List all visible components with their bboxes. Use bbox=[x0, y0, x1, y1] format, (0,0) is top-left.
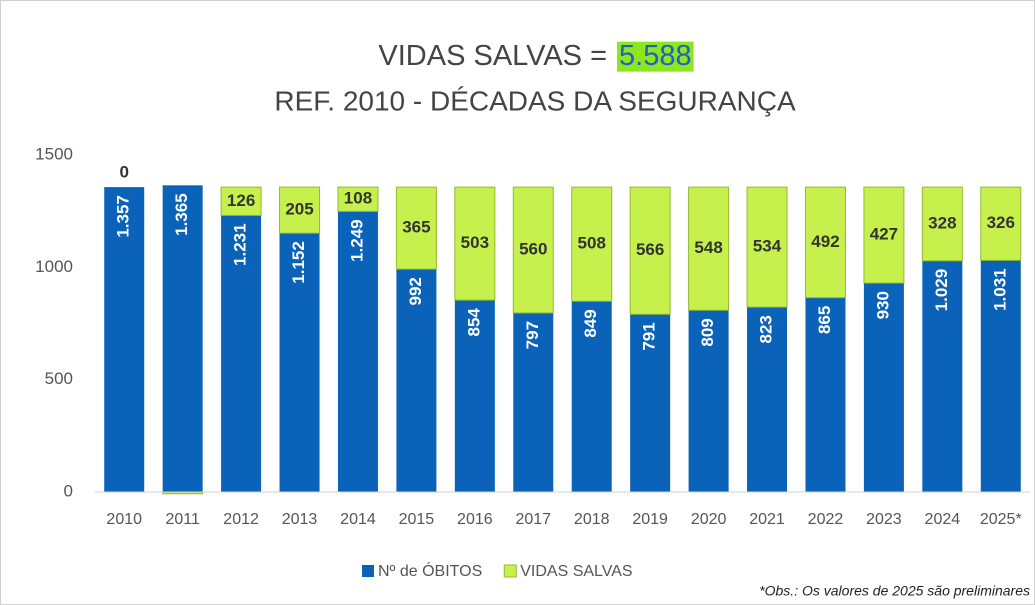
value-label-vidas: 566 bbox=[636, 240, 664, 259]
bar-vidas-salvas bbox=[279, 186, 321, 234]
bar-obitos bbox=[630, 314, 671, 492]
bar-obitos bbox=[513, 312, 554, 492]
bar-obitos bbox=[688, 310, 729, 492]
bar-vidas-salvas bbox=[921, 186, 963, 262]
value-label-vidas: 205 bbox=[285, 200, 313, 219]
value-label-obitos: 849 bbox=[581, 309, 600, 337]
x-tick-label: 2015 bbox=[399, 511, 435, 528]
value-label-obitos: 1.152 bbox=[289, 241, 308, 284]
value-label-vidas: 492 bbox=[811, 232, 839, 251]
value-label-obitos: 930 bbox=[873, 291, 892, 319]
bar-vidas-salvas bbox=[629, 186, 671, 315]
bar-obitos bbox=[747, 307, 788, 492]
y-tick-label: 500 bbox=[45, 369, 73, 388]
bar-vidas-salvas bbox=[220, 186, 262, 216]
x-tick-label: 2020 bbox=[691, 511, 727, 528]
x-tick-label: 2012 bbox=[223, 511, 259, 528]
x-tick-label: 2018 bbox=[574, 511, 610, 528]
bar-vidas-salvas bbox=[980, 186, 1022, 261]
bar-obitos bbox=[162, 185, 203, 492]
value-label-obitos: 1.031 bbox=[990, 268, 1009, 311]
chart-title: VIDAS SALVAS = 5.588 bbox=[378, 40, 691, 72]
bar-obitos bbox=[104, 187, 145, 493]
bar-vidas-salvas bbox=[863, 186, 905, 284]
legend-swatch bbox=[362, 565, 374, 577]
bar-obitos bbox=[221, 215, 262, 492]
x-tick-label: 2010 bbox=[106, 511, 142, 528]
bar-obitos bbox=[396, 269, 437, 492]
bar-obitos bbox=[279, 233, 320, 492]
bar-vidas-salvas bbox=[804, 186, 846, 299]
value-label-obitos: 797 bbox=[523, 321, 542, 349]
bar-vidas-salvas bbox=[746, 186, 788, 308]
value-label-vidas: 548 bbox=[694, 238, 722, 257]
value-label-vidas: 503 bbox=[461, 233, 489, 252]
x-tick-label: 2025* bbox=[980, 511, 1022, 528]
bar-vidas-salvas bbox=[512, 186, 554, 314]
footnote: *Obs.: Os valores de 2025 são preliminar… bbox=[759, 583, 1030, 599]
chart-subtitle: REF. 2010 - DÉCADAS DA SEGURANÇA bbox=[274, 85, 796, 116]
value-label-vidas: 108 bbox=[344, 189, 372, 208]
value-label-obitos: 865 bbox=[815, 306, 834, 334]
x-tick-label: 2019 bbox=[632, 511, 668, 528]
bar-obitos bbox=[454, 300, 495, 492]
y-tick-label: 1000 bbox=[35, 257, 73, 276]
value-label-obitos: 1.231 bbox=[231, 223, 250, 266]
value-label-vidas: 365 bbox=[402, 218, 430, 237]
value-label-obitos: 1.249 bbox=[347, 219, 366, 262]
x-tick-label: 2011 bbox=[165, 511, 200, 528]
y-tick-label: 1500 bbox=[35, 144, 73, 163]
value-label-vidas: 427 bbox=[870, 225, 898, 244]
value-label-obitos: 823 bbox=[757, 315, 776, 343]
bar-obitos bbox=[922, 260, 963, 492]
value-label-vidas: 560 bbox=[519, 240, 547, 259]
value-label-obitos: 992 bbox=[406, 277, 425, 305]
bar-obitos bbox=[571, 301, 612, 492]
x-tick-label: 2017 bbox=[515, 511, 551, 528]
legend-swatch bbox=[503, 564, 517, 578]
title-highlight-bg bbox=[617, 41, 694, 72]
bar-vidas-salvas bbox=[337, 186, 379, 212]
bar-vidas-salvas bbox=[454, 186, 496, 301]
x-tick-label: 2024 bbox=[925, 511, 961, 528]
x-tick-label: 2023 bbox=[866, 511, 902, 528]
bar-obitos bbox=[805, 297, 846, 492]
value-label-vidas: 534 bbox=[753, 237, 782, 256]
bar-vidas-salvas bbox=[395, 186, 437, 270]
bar-obitos bbox=[980, 260, 1021, 492]
legend-label: Nº de ÓBITOS bbox=[378, 561, 482, 580]
value-label-vidas: 0 bbox=[119, 163, 128, 182]
value-label-vidas: 508 bbox=[578, 234, 606, 253]
x-tick-label: 2013 bbox=[282, 511, 318, 528]
x-tick-label: 2021 bbox=[749, 511, 785, 528]
value-label-obitos: 1.357 bbox=[114, 195, 133, 238]
x-tick-label: 2022 bbox=[808, 511, 844, 528]
value-label-obitos: 854 bbox=[464, 308, 483, 337]
value-label-vidas: 326 bbox=[987, 213, 1015, 232]
bar-vidas-salvas bbox=[688, 186, 730, 311]
value-label-vidas: 126 bbox=[227, 191, 255, 210]
value-label-obitos: 809 bbox=[698, 318, 717, 346]
title-text: VIDAS SALVAS = bbox=[378, 40, 607, 72]
value-label-obitos: 791 bbox=[640, 322, 659, 350]
y-tick-label: 0 bbox=[64, 481, 73, 500]
bar-obitos bbox=[337, 211, 378, 492]
title-highlight: 5.588 bbox=[619, 40, 692, 72]
value-label-obitos: 1.029 bbox=[932, 269, 951, 312]
x-tick-label: 2016 bbox=[457, 511, 493, 528]
x-tick-label: 2014 bbox=[340, 511, 376, 528]
bar-obitos bbox=[863, 283, 904, 492]
value-label-obitos: 1.365 bbox=[172, 193, 191, 236]
bar-vidas-salvas bbox=[571, 186, 613, 302]
legend-label: VIDAS SALVAS bbox=[520, 563, 632, 580]
value-label-vidas: 328 bbox=[928, 213, 956, 232]
